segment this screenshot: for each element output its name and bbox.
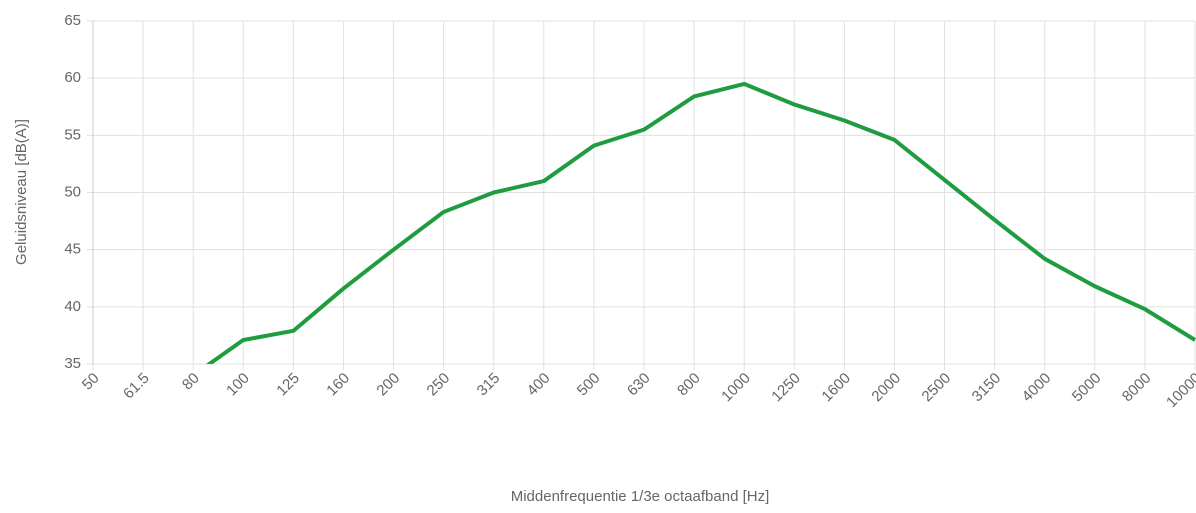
x-tick-label: 8000 (1119, 370, 1155, 406)
y-tick-label: 65 (64, 12, 81, 29)
x-tick-label: 160 (323, 370, 353, 400)
x-tick-label: 80 (179, 370, 203, 394)
y-tick-label: 35 (64, 355, 81, 372)
y-tick-label: 40 (64, 298, 81, 315)
x-tick-label: 100 (223, 370, 253, 400)
x-tick-label: 1000 (718, 370, 754, 406)
x-tick-label: 800 (674, 370, 704, 400)
x-tick-label: 2000 (868, 370, 904, 406)
x-tick-label: 125 (273, 370, 303, 400)
x-tick-label: 2500 (919, 370, 955, 406)
y-tick-label: 55 (64, 126, 81, 143)
x-tick-label: 630 (624, 370, 654, 400)
x-tick-label: 400 (524, 370, 554, 400)
x-tick-label: 3150 (969, 370, 1005, 406)
x-tick-label: 50 (79, 370, 103, 394)
x-tick-label: 200 (373, 370, 403, 400)
y-tick-label: 45 (64, 241, 81, 258)
x-tick-label: 4000 (1019, 370, 1055, 406)
x-axis-title: Middenfrequentie 1/3e octaafband [Hz] (511, 488, 770, 505)
y-tick-label: 50 (64, 183, 81, 200)
x-tick-label: 315 (474, 370, 504, 400)
x-tick-label: 1250 (768, 370, 804, 406)
x-tick-label: 10000 (1163, 370, 1196, 412)
x-tick-label: 61.5 (120, 370, 153, 403)
x-tick-label: 1600 (818, 370, 854, 406)
y-tick-label: 60 (64, 69, 81, 86)
y-axis-title: Geluidsniveau [dB(A)] (13, 119, 30, 265)
x-tick-label: 5000 (1069, 370, 1105, 406)
x-tick-label: 250 (424, 370, 454, 400)
x-tick-label: 500 (574, 370, 604, 400)
series-line (205, 81, 1196, 364)
